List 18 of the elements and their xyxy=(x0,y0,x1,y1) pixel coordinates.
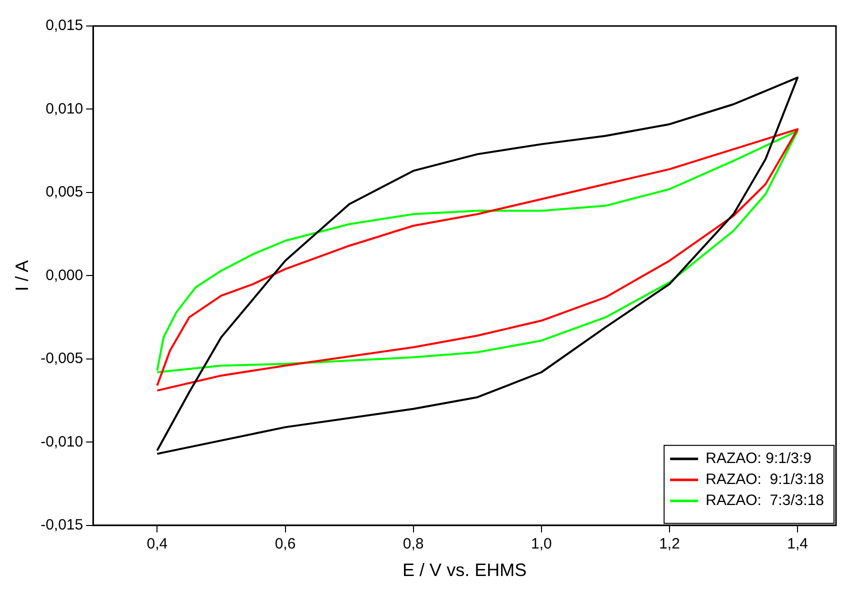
y-tick-label: 0,005 xyxy=(46,184,84,201)
x-tick-label: 1,4 xyxy=(787,536,808,553)
legend-label: RAZAO: 9:1/3:18 xyxy=(706,471,824,488)
y-tick-label: -0,010 xyxy=(40,433,84,450)
y-tick-label: 0,010 xyxy=(46,100,84,118)
x-tick-label: 1,0 xyxy=(530,536,552,553)
x-tick-label: 0,8 xyxy=(402,536,424,553)
x-tick-label: 0,4 xyxy=(146,536,168,553)
y-axis-title: I / A xyxy=(12,260,32,292)
y-tick-label: -0,015 xyxy=(40,516,84,534)
y-tick-label: 0,015 xyxy=(46,17,84,34)
legend-label: RAZAO: 9:1/3:9 xyxy=(706,450,812,468)
x-axis-title: E / V vs. EHMS xyxy=(402,560,527,580)
y-tick-label: 0,000 xyxy=(46,266,84,284)
legend-label: RAZAO: 7:3/3:18 xyxy=(706,492,824,510)
x-tick-label: 1,2 xyxy=(659,536,680,553)
x-tick-label: 0,6 xyxy=(274,536,296,553)
y-tick-label: -0,005 xyxy=(40,350,84,368)
